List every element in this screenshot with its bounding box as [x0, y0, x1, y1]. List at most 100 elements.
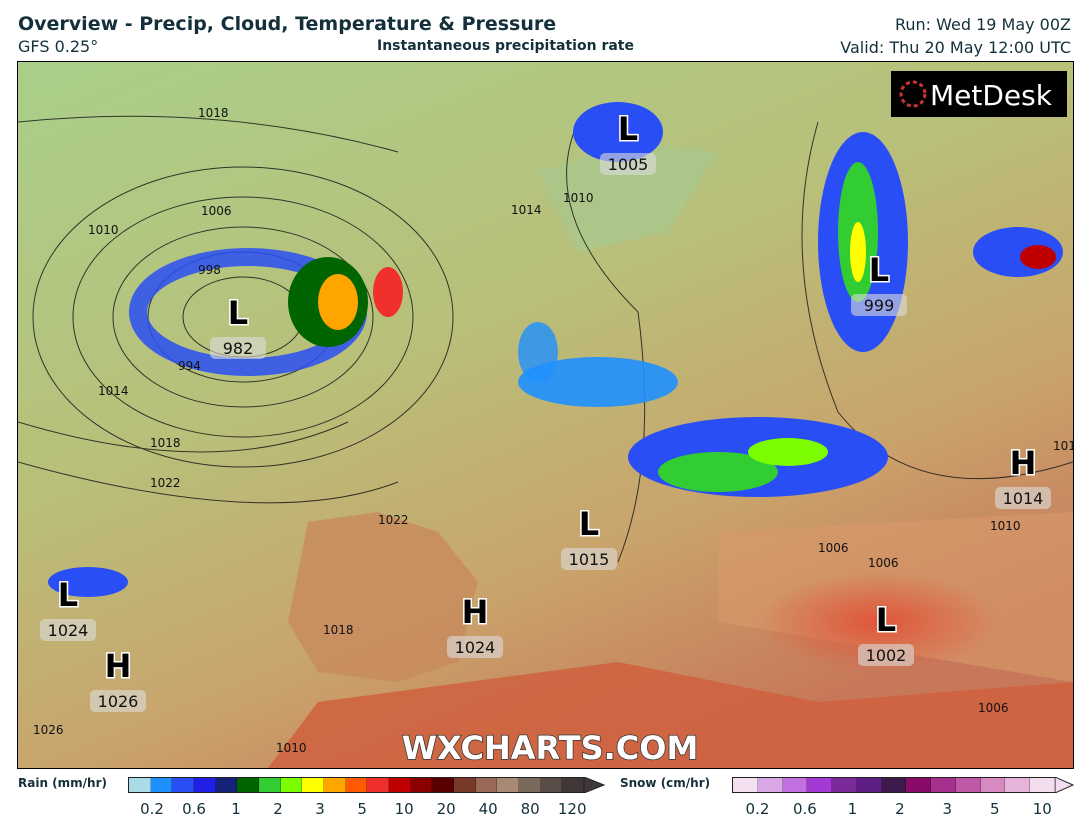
isobar-label: 994 — [178, 359, 201, 373]
isobar-label: 1010 — [563, 191, 594, 205]
pressure-center-value: 1024 — [48, 621, 89, 640]
precipitation — [48, 102, 1063, 597]
pressure-center-value: 1024 — [455, 638, 496, 657]
pressure-center-low: L 982 — [210, 293, 266, 359]
pressure-center-value: 982 — [223, 339, 254, 358]
isobar-label: 1014 — [511, 203, 542, 217]
colorbar-swatch — [856, 778, 882, 792]
colorbar-swatch — [1005, 778, 1031, 792]
pressure-center-letter: L — [618, 110, 638, 148]
colorbar-swatch — [259, 778, 281, 792]
model-label: GFS 0.25° — [18, 37, 99, 56]
snow-legend-label: Snow (cm/hr) — [620, 776, 711, 790]
colorbar-swatch — [367, 778, 390, 792]
colorbar-swatch — [881, 778, 907, 792]
colorbar-tick-label: 120 — [557, 800, 587, 818]
weather-map: MetDesk WXCHARTS.COM 1018 1006 1010 998 994 1… — [17, 61, 1074, 769]
isobar-label: 1010 — [990, 519, 1021, 533]
isobar-label: 1018 — [150, 436, 181, 450]
colorbar-swatch — [302, 778, 325, 792]
colorbar-tick-label: 80 — [520, 800, 540, 818]
pressure-center-letter: L — [228, 294, 248, 332]
colorbar-tick-label: 1 — [847, 800, 858, 818]
pressure-center-letter: H — [105, 647, 132, 685]
colorbar-swatch — [454, 778, 476, 792]
colorbar-swatch — [194, 778, 216, 792]
colorbar-swatch — [129, 778, 151, 792]
colorbar-swatch — [782, 778, 808, 792]
colorbar-tick-label: 3 — [315, 800, 325, 818]
colorbar-swatch — [832, 778, 857, 792]
colorbar-swatch — [1030, 778, 1055, 792]
isobar-label: 998 — [198, 263, 221, 277]
run-time: Run: Wed 19 May 00Z — [894, 15, 1071, 34]
colorbar-swatch — [345, 778, 368, 792]
rain-colorbar-arrow — [584, 777, 606, 793]
isobar-label: 1006 — [818, 541, 849, 555]
colorbar-tick-label: 0.2 — [745, 800, 770, 818]
rain-legend-label: Rain (mm/hr) — [18, 776, 107, 790]
colorbar-swatch — [410, 778, 433, 792]
isobar-label: 1022 — [378, 513, 409, 527]
colorbar-swatch — [519, 778, 541, 792]
colorbar-tick-label: 0.2 — [140, 800, 164, 818]
pressure-center-letter: L — [579, 505, 599, 543]
pressure-center-low: L 999 — [851, 250, 907, 316]
colorbar-swatch — [980, 778, 1006, 792]
colorbar-swatch — [389, 778, 411, 792]
pressure-center-value: 999 — [864, 296, 895, 315]
colorbar-swatch — [955, 778, 981, 792]
pressure-center-value: 1026 — [98, 692, 139, 711]
pressure-center-low: L 1002 — [858, 600, 914, 666]
pressure-center-value: 1005 — [608, 155, 649, 174]
colorbar-tick-label: 0.6 — [182, 800, 206, 818]
isobar-label: 1006 — [201, 204, 232, 218]
colorbar-swatch — [237, 778, 260, 792]
pressure-center-letter: H — [462, 593, 489, 631]
colorbar-tick-label: 5 — [990, 800, 1000, 818]
isobar-label: 1022 — [150, 476, 181, 490]
iberia-landmass — [288, 512, 478, 682]
snow-colorbar-arrow — [1055, 777, 1075, 793]
pressure-center-low: L 1015 — [561, 504, 617, 570]
pressure-center-letter: L — [876, 601, 896, 639]
pressure-center-low: L 1024 — [40, 575, 96, 641]
pressure-center-letter: H — [1010, 444, 1037, 482]
pressure-center-value: 1015 — [569, 550, 610, 569]
colorbar-swatch — [931, 778, 956, 792]
colorbar-swatch — [280, 778, 303, 792]
north-africa-landmass — [268, 662, 1073, 768]
colorbar-swatch — [172, 778, 195, 792]
colorbar-swatch — [150, 778, 173, 792]
colorbar-tick-label: 10 — [1032, 800, 1052, 818]
colorbar-swatch — [807, 778, 833, 792]
colorbar-swatch — [497, 778, 520, 792]
isobar-label: 1014 — [98, 384, 129, 398]
isobar-label: 1014 — [1053, 439, 1073, 453]
chart-title: Overview - Precip, Cloud, Temperature & … — [18, 13, 557, 35]
pressure-center-letter: L — [58, 576, 78, 614]
colorbar-tick-label: 2 — [895, 800, 905, 818]
colorbar-swatch — [757, 778, 783, 792]
pressure-center-high: H 1024 — [447, 592, 503, 658]
colorbar-tick-label: 40 — [478, 800, 498, 818]
chart-subtitle: Instantaneous precipitation rate — [377, 38, 634, 54]
isobar-label: 1010 — [88, 223, 119, 237]
pressure-center-high: H 1014 — [995, 443, 1051, 509]
colorbar-tick-label: 2 — [273, 800, 283, 818]
colorbar-tick-label: 3 — [942, 800, 953, 818]
colorbar-tick-label: 0.6 — [792, 800, 817, 818]
colorbar-tick-label: 1 — [231, 800, 241, 818]
colorbar-swatch — [475, 778, 498, 792]
isobar-label: 1010 — [276, 741, 307, 755]
isobar-label: 1006 — [868, 556, 899, 570]
metdesk-logo: MetDesk — [891, 71, 1067, 117]
pressure-center-letter: L — [869, 251, 889, 289]
scandinavia-landmass — [538, 142, 718, 252]
colorbar-tick-label: 10 — [394, 800, 414, 818]
colorbar-swatch — [432, 778, 455, 792]
logo-text: MetDesk — [930, 79, 1053, 112]
colorbar-swatch — [324, 778, 346, 792]
rain-colorbar — [128, 777, 585, 793]
watermark: WXCHARTS.COM — [402, 729, 699, 767]
